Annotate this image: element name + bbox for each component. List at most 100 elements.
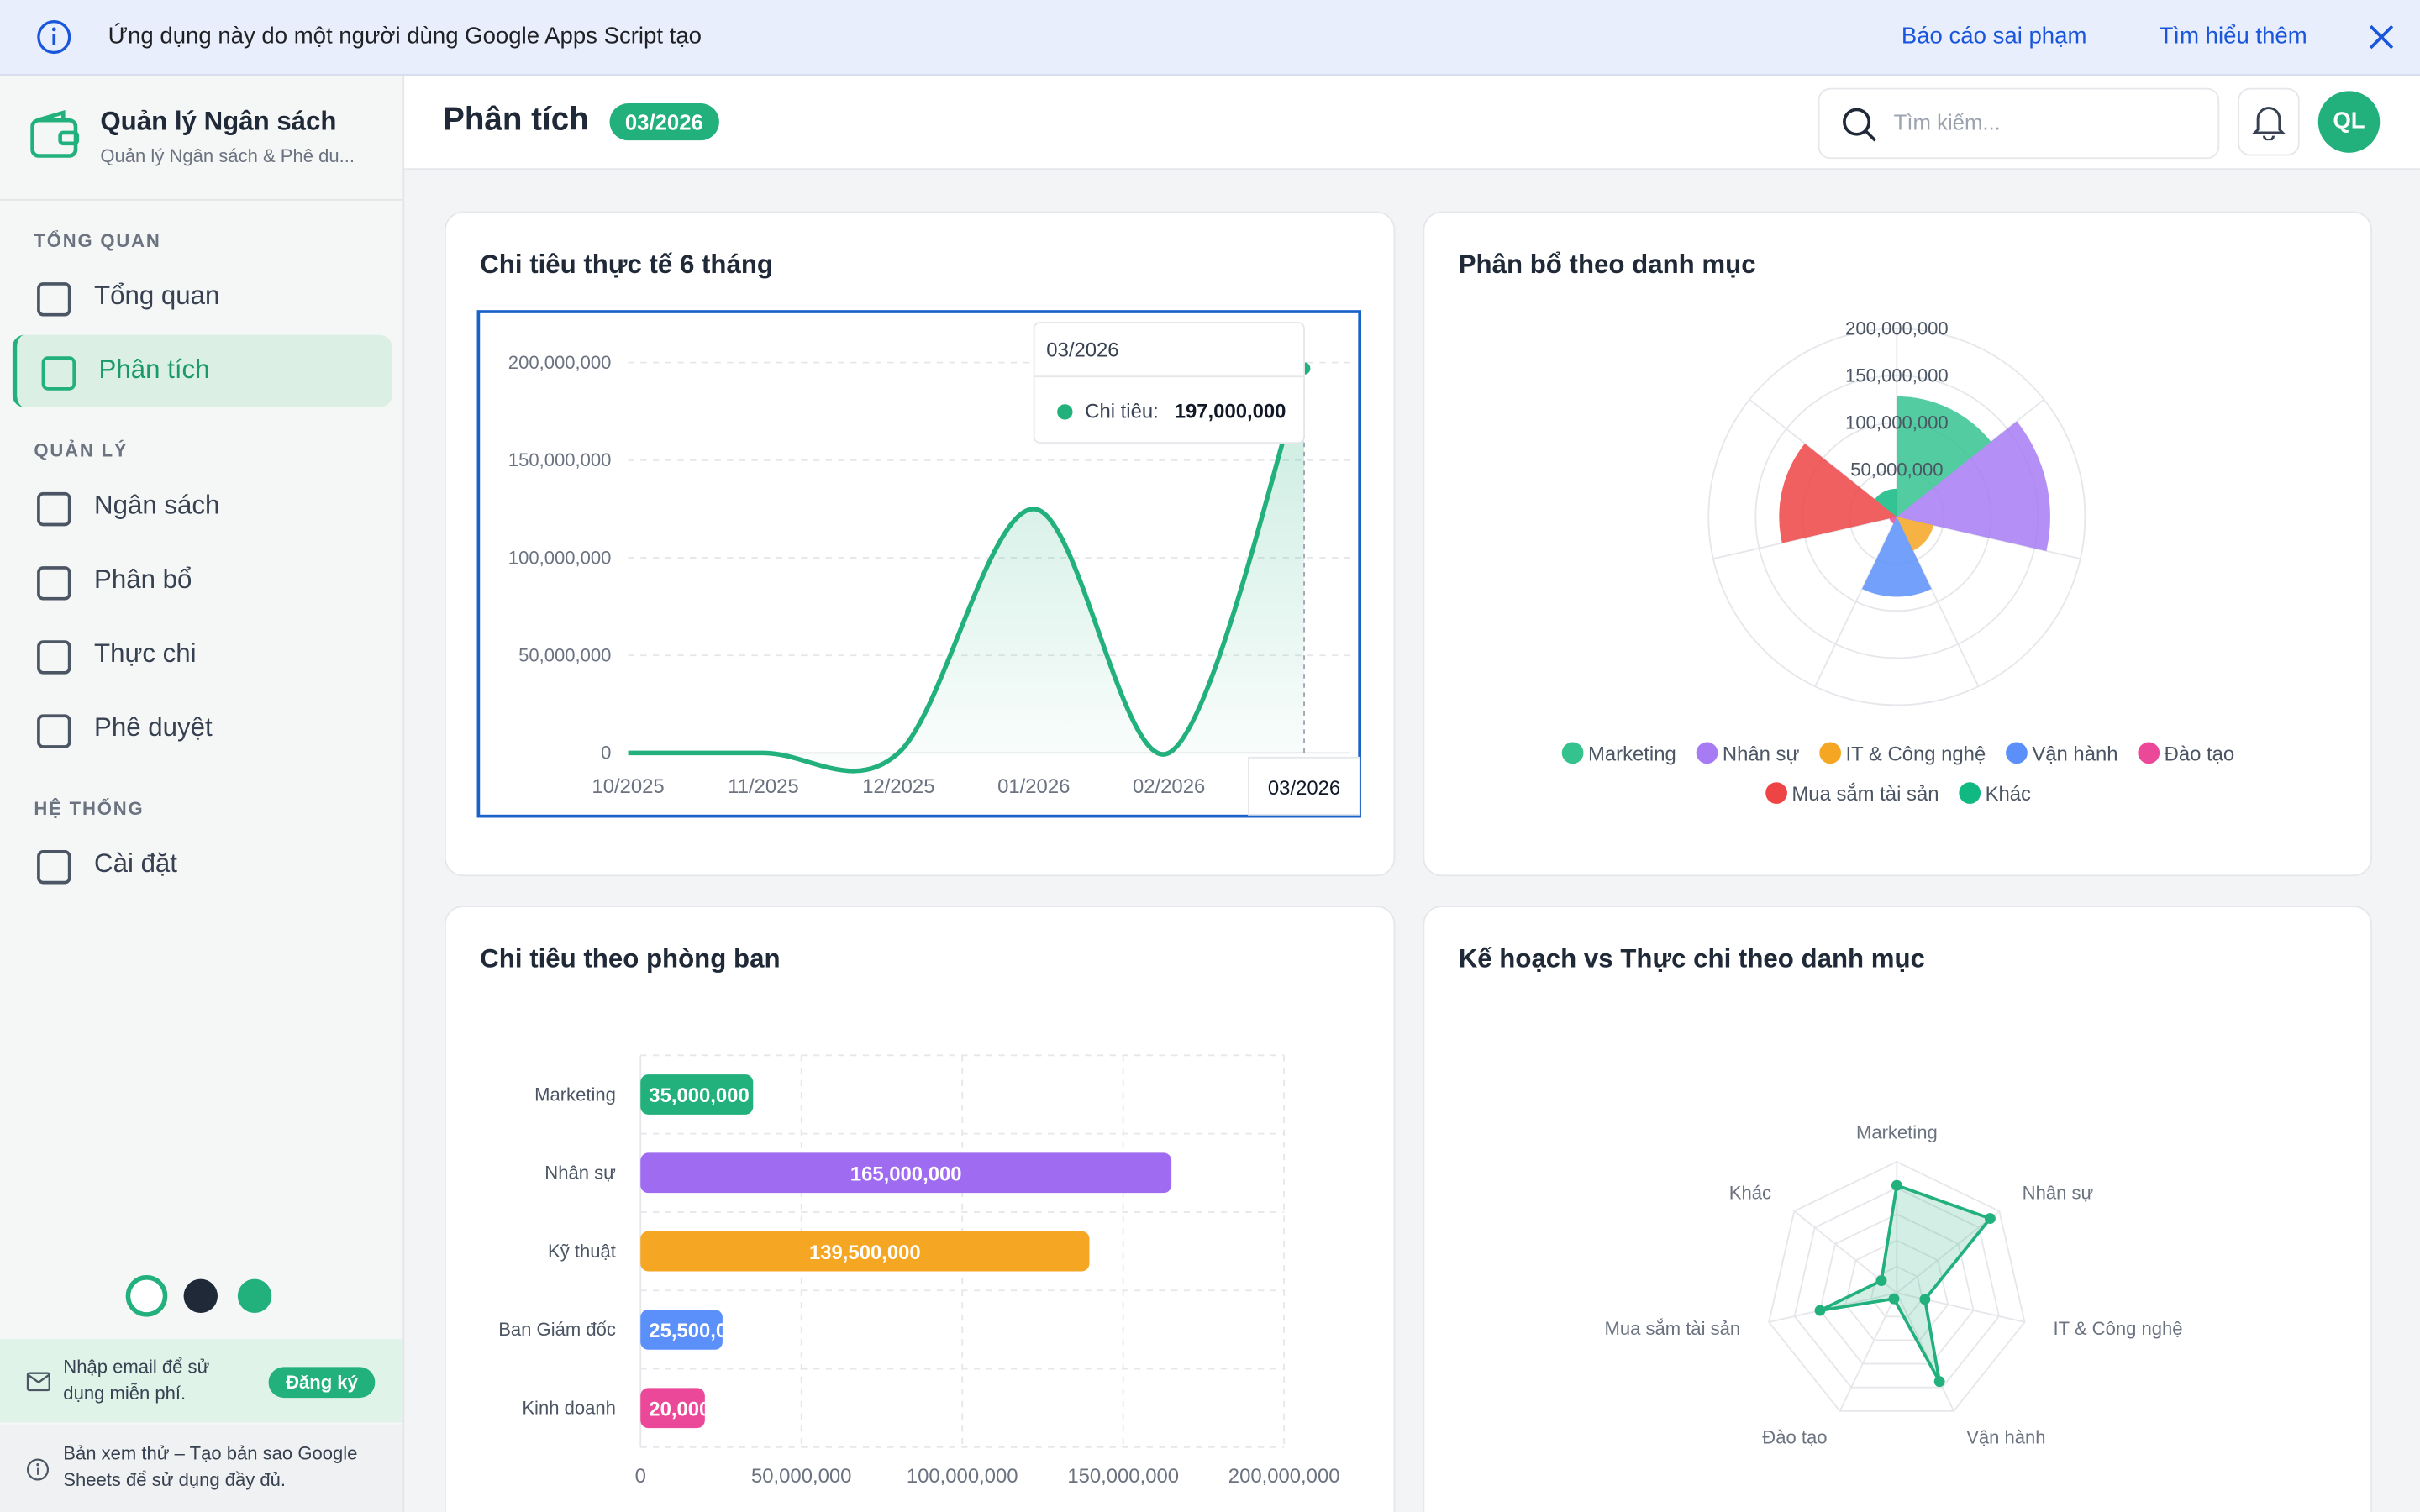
card: Chi tiêu theo phòng ban bbox=[444, 906, 1396, 1512]
x-tick-label: 50,000,000 bbox=[751, 1465, 851, 1488]
r-tick-label: 100,000,000 bbox=[1845, 412, 1949, 433]
nav-section: TỔNG QUAN bbox=[34, 229, 161, 252]
y-tick-label: 0 bbox=[601, 743, 611, 764]
banner-text: Ứng dụng này do một người dùng Google Ap… bbox=[108, 23, 702, 50]
x-tick-label: 10/2025 bbox=[592, 775, 664, 798]
nav-label: Ngân sách bbox=[94, 491, 220, 520]
y-tick-label: 100,000,000 bbox=[508, 547, 612, 568]
y-tick-label: Ban Giám đốc bbox=[498, 1319, 616, 1340]
pointer-label-box bbox=[1247, 756, 1361, 816]
axis-label: Nhân sự bbox=[2023, 1182, 2094, 1203]
radar-ring bbox=[1870, 1265, 1923, 1318]
x-tick-label: 11/2025 bbox=[728, 775, 798, 798]
search-box[interactable]: Tìm kiếm... bbox=[1818, 87, 2220, 160]
theme-dark[interactable] bbox=[183, 1278, 218, 1314]
theme-green[interactable] bbox=[237, 1278, 272, 1314]
axis-label: Marketing bbox=[1856, 1122, 1938, 1143]
legend-swatch bbox=[1819, 742, 1842, 764]
legend-label: Khác bbox=[1986, 783, 2031, 806]
pointer-label: 03/2026 bbox=[1268, 777, 1340, 800]
nav-item[interactable]: Phân bổ bbox=[13, 544, 387, 617]
radar-point bbox=[1876, 1275, 1887, 1287]
report-link[interactable]: Báo cáo sai phạm bbox=[1901, 23, 2087, 50]
header: Phân tích 03/2026 Tìm kiếm... QL bbox=[404, 75, 2420, 171]
nav-item[interactable]: Thực chi bbox=[13, 619, 387, 691]
tooltip-series: Chi tiêu: bbox=[1085, 401, 1159, 423]
radar-ring bbox=[1793, 1187, 2001, 1389]
app-subtitle: Quản lý Ngân sách & Phê du... bbox=[100, 144, 355, 167]
legend-swatch bbox=[2006, 742, 2028, 764]
nav-item[interactable]: Phê duyệt bbox=[13, 693, 387, 765]
nav-section: QUẢN LÝ bbox=[34, 439, 129, 462]
y-tick-label: Nhân sự bbox=[544, 1163, 616, 1184]
x-tick-label: 100,000,000 bbox=[907, 1465, 1018, 1488]
line bbox=[628, 367, 1307, 774]
tooltip-box bbox=[1033, 321, 1305, 444]
radar-point bbox=[1891, 1179, 1902, 1191]
card-title: Chi tiêu theo phòng ban bbox=[480, 944, 781, 974]
y-tick-label: 50,000,000 bbox=[518, 644, 611, 665]
x-tick-label: 150,000,000 bbox=[1067, 1465, 1179, 1488]
legend-label: IT & Công nghệ bbox=[1846, 743, 1986, 766]
period-badge[interactable]: 03/2026 bbox=[609, 103, 719, 141]
nav-item[interactable]: Phân tích bbox=[12, 334, 392, 407]
tooltip-value: 197,000,000 bbox=[1175, 401, 1286, 423]
card-title: Phân bổ theo danh mục bbox=[1458, 249, 1756, 280]
nav-item[interactable]: Cài đặt bbox=[13, 828, 387, 900]
avatar[interactable]: QL bbox=[2317, 91, 2381, 153]
radar-ring bbox=[1768, 1161, 2026, 1412]
legend-label: Đào tạo bbox=[2165, 743, 2235, 766]
signup-button[interactable]: Đăng ký bbox=[268, 1367, 376, 1399]
x-tick-label: 200,000,000 bbox=[1228, 1465, 1340, 1488]
nav-label: Phê duyệt bbox=[94, 712, 213, 743]
r-tick-label: 150,000,000 bbox=[1845, 365, 1949, 386]
axis-label: Khác bbox=[1729, 1182, 1771, 1203]
axis-label: Vận hành bbox=[1966, 1427, 2045, 1448]
tooltip-title: 03/2026 bbox=[1046, 339, 1118, 361]
spoke bbox=[1839, 1292, 1898, 1412]
signup-text: Nhập email để sử dụng miễn phí. bbox=[63, 1356, 210, 1404]
axis-label: Mua sắm tài sản bbox=[1604, 1318, 1740, 1339]
x-tick-label: 0 bbox=[635, 1465, 646, 1488]
nav-item[interactable]: Ngân sách bbox=[13, 470, 387, 543]
nav-label: Thực chi bbox=[94, 638, 197, 669]
card-title: Kế hoạch vs Thực chi theo danh mục bbox=[1458, 944, 1925, 974]
bar bbox=[640, 1152, 1172, 1194]
learn-link[interactable]: Tìm hiểu thêm bbox=[2159, 23, 2307, 50]
axis-label: IT & Công nghệ bbox=[2054, 1318, 2183, 1339]
bar bbox=[640, 1388, 705, 1429]
radar-point bbox=[1814, 1305, 1826, 1316]
y-tick-label: 200,000,000 bbox=[508, 352, 612, 373]
x-tick-label: 01/2026 bbox=[997, 775, 1070, 798]
spoke bbox=[1896, 1210, 2000, 1294]
legend-swatch bbox=[1561, 742, 1584, 764]
radar-ring bbox=[1844, 1239, 1949, 1341]
nav-item[interactable]: Tổng quan bbox=[13, 260, 387, 333]
bar bbox=[640, 1310, 723, 1350]
card-title: Chi tiêu thực tế 6 tháng bbox=[480, 249, 773, 280]
app-name: Quản lý Ngân sách bbox=[100, 106, 337, 136]
close-button[interactable] bbox=[2368, 24, 2396, 51]
info-banner: Ứng dụng này do một người dùng Google Ap… bbox=[0, 0, 2420, 76]
nav-label: Phân tích bbox=[98, 354, 210, 385]
legend-label: Nhân sự bbox=[1723, 743, 1800, 766]
line-area bbox=[628, 368, 1305, 771]
spoke bbox=[1896, 1292, 1954, 1412]
nav-label: Phân bổ bbox=[94, 564, 192, 595]
radar-point bbox=[1984, 1213, 1996, 1225]
value-label: 139,500,000 bbox=[809, 1242, 921, 1264]
chart-focus-frame bbox=[476, 310, 1361, 818]
y-tick-label: Kỹ thuật bbox=[548, 1241, 616, 1262]
legend-swatch bbox=[1765, 782, 1787, 804]
theme-light[interactable] bbox=[125, 1275, 168, 1317]
notification-button[interactable] bbox=[2238, 87, 2300, 156]
notice-text: Bản xem thử – Tạo bản sao Google Sheets … bbox=[63, 1442, 358, 1491]
sector bbox=[1779, 443, 1897, 543]
nav-label: Tổng quan bbox=[94, 281, 220, 311]
radar-point bbox=[1919, 1294, 1931, 1305]
sidebar: Quản lý Ngân sách Quản lý Ngân sách & Ph… bbox=[0, 75, 405, 1512]
axis-label: Đào tạo bbox=[1762, 1427, 1827, 1448]
